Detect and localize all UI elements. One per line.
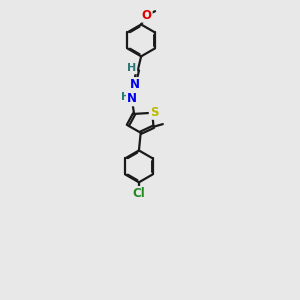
Text: O: O [142, 9, 152, 22]
Text: N: N [127, 92, 137, 105]
Text: N: N [130, 78, 140, 91]
Text: S: S [150, 106, 158, 119]
Text: Cl: Cl [133, 187, 145, 200]
Text: H: H [121, 92, 130, 102]
Text: H: H [127, 63, 136, 73]
